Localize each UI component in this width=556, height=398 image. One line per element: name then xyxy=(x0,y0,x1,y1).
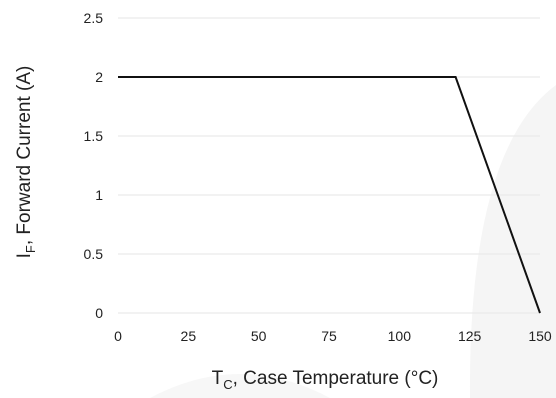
y-tick-label: 1 xyxy=(95,187,103,203)
watermark-shape xyxy=(469,85,556,398)
x-axis-ticks: 0 25 50 75 100 125 150 xyxy=(114,328,552,344)
x-tick-label: 75 xyxy=(321,328,337,344)
y-tick-label: 2 xyxy=(95,69,103,85)
y-tick-label: 2.5 xyxy=(84,10,104,26)
x-tick-label: 0 xyxy=(114,328,122,344)
watermark-shape-bottom xyxy=(150,374,330,398)
y-axis-title: IF, Forward Current (A) xyxy=(14,66,38,259)
x-tick-label: 150 xyxy=(528,328,552,344)
y-tick-label: 1.5 xyxy=(84,128,104,144)
plot-area xyxy=(117,76,541,314)
x-tick-label: 100 xyxy=(388,328,412,344)
x-tick-label: 25 xyxy=(181,328,197,344)
x-tick-label: 125 xyxy=(458,328,482,344)
y-tick-label: 0.5 xyxy=(84,246,104,262)
y-axis-ticks: 0 0.5 1 1.5 2 2.5 xyxy=(84,10,104,321)
x-axis-title: TC, Case Temperature (°C) xyxy=(212,368,439,392)
y-tick-label: 0 xyxy=(95,305,103,321)
x-tick-label: 50 xyxy=(251,328,267,344)
